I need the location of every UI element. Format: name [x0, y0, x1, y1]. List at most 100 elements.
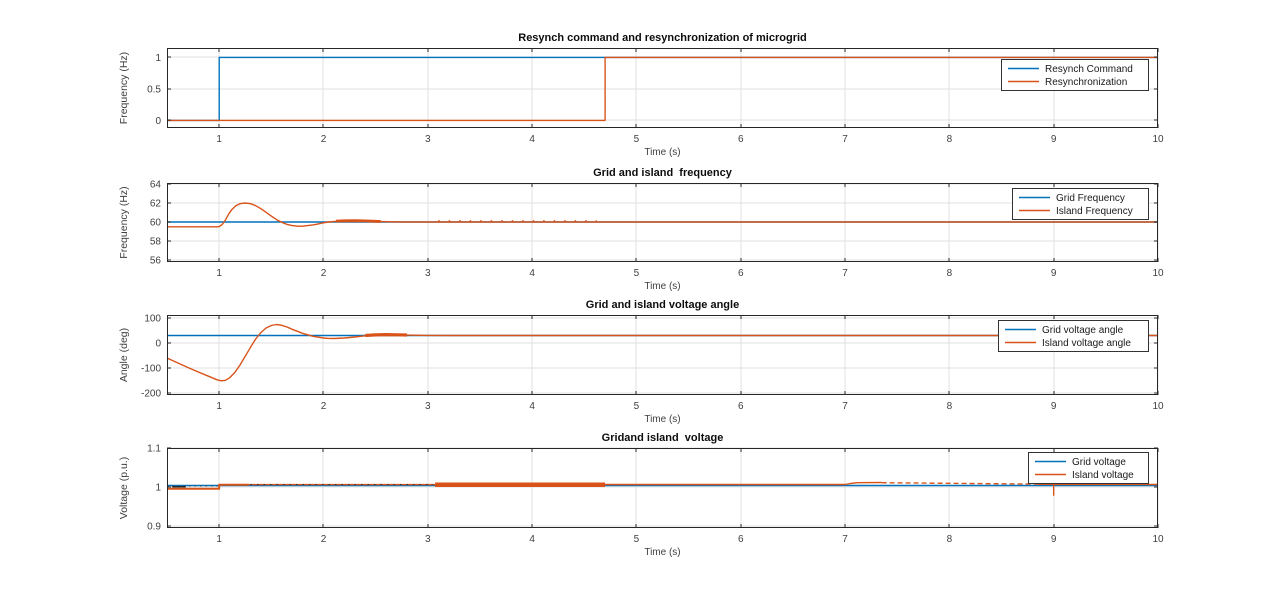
y-tick-label: 1	[155, 483, 161, 494]
x-tick-label: 5	[634, 534, 640, 545]
y-tick-label: 1.1	[147, 444, 161, 455]
legend-entry-label: Grid voltage	[1072, 457, 1126, 468]
series-island-voltage-angle	[166, 323, 1158, 382]
x-tick-label: 8	[947, 134, 953, 145]
series-line	[167, 202, 337, 228]
y-tick-label: 56	[150, 256, 162, 267]
series-line	[365, 333, 407, 338]
x-tick-label: 10	[1152, 534, 1164, 545]
legend-entry-label: Grid Frequency	[1056, 193, 1125, 204]
x-tick-label: 3	[425, 134, 431, 145]
x-tick-label: 4	[529, 134, 535, 145]
legend-box	[1028, 452, 1149, 484]
legend-box	[1012, 188, 1149, 220]
y-tick-label: 1	[155, 53, 161, 64]
x-tick-label: 5	[634, 134, 640, 145]
x-tick-label: 1	[216, 268, 222, 279]
x-tick-label: 9	[1051, 268, 1057, 279]
series-line	[335, 219, 381, 223]
chart-title: Resynch command and resynchronization of…	[518, 32, 807, 44]
legend-box	[998, 320, 1149, 352]
x-tick-label: 1	[216, 134, 222, 145]
series-line	[605, 481, 882, 486]
x-tick-label: 2	[321, 134, 327, 145]
x-tick-label: 10	[1152, 134, 1164, 145]
x-tick-label: 9	[1051, 134, 1057, 145]
series-line	[881, 482, 1039, 485]
legend: Grid voltage Island voltage	[1028, 452, 1149, 484]
chart-title: Grid and island voltage angle	[586, 299, 739, 311]
series-line	[166, 323, 366, 382]
y-tick-label: 62	[150, 198, 162, 209]
y-tick-label: 58	[150, 237, 162, 248]
legend-entry-label: Grid voltage angle	[1042, 325, 1124, 336]
series-line	[1038, 483, 1159, 496]
chart-title: Gridand island voltage	[602, 432, 724, 444]
x-tick-label: 7	[842, 268, 848, 279]
x-tick-label: 4	[529, 401, 535, 412]
x-tick-label: 6	[738, 401, 744, 412]
legend: Grid Frequency Island Frequency	[1012, 188, 1149, 220]
x-tick-label: 7	[842, 534, 848, 545]
x-tick-label: 10	[1152, 268, 1164, 279]
legend-entry-label: Island voltage	[1072, 470, 1134, 481]
y-axis-label: Frequency (Hz)	[118, 186, 130, 258]
grid-island-voltage-angle-plot: 1 2 3 4 5 6 7 8 9 10 -200 -100 0 100 Grid and island v…	[118, 299, 1164, 425]
x-tick-label: 7	[842, 401, 848, 412]
x-tick-label: 3	[425, 401, 431, 412]
x-tick-label: 3	[425, 268, 431, 279]
legend-box	[1001, 59, 1149, 91]
x-tick-label: 1	[216, 401, 222, 412]
x-tick-label: 2	[321, 268, 327, 279]
axes-box	[167, 448, 1158, 528]
y-axis-label: Frequency (Hz)	[118, 52, 130, 124]
series-grid-voltage	[167, 484, 1158, 488]
chart-title: Grid and island frequency	[593, 167, 733, 179]
x-axis-label: Time (s)	[644, 547, 680, 558]
legend: Grid voltage angle Island voltage angle	[998, 320, 1149, 352]
x-tick-label: 9	[1051, 401, 1057, 412]
series-line	[167, 483, 249, 490]
legend-entry-label: Resynch Command	[1045, 64, 1133, 75]
y-tick-label: 0.5	[147, 84, 161, 95]
x-axis-label: Time (s)	[644, 414, 680, 425]
x-tick-label: 6	[738, 534, 744, 545]
y-tick-label: 60	[150, 218, 162, 229]
axes-box	[167, 315, 1158, 395]
x-tick-label: 9	[1051, 534, 1057, 545]
y-tick-label: 100	[144, 314, 161, 325]
x-tick-label: 4	[529, 268, 535, 279]
y-axis-label: Angle (deg)	[118, 328, 130, 382]
x-tick-label: 8	[947, 534, 953, 545]
legend-entry-label: Resynchronization	[1045, 77, 1127, 88]
series-island-frequency	[167, 202, 1158, 228]
x-tick-label: 10	[1152, 401, 1164, 412]
x-axis-label: Time (s)	[644, 147, 680, 158]
y-tick-label: -100	[141, 364, 161, 375]
x-axis-label: Time (s)	[644, 281, 680, 292]
x-tick-label: 4	[529, 534, 535, 545]
x-tick-label: 6	[738, 134, 744, 145]
x-tick-label: 1	[216, 534, 222, 545]
series-line	[167, 56, 1158, 122]
legend-entry-label: Island Frequency	[1056, 206, 1133, 217]
series-island-voltage	[167, 481, 1159, 496]
x-tick-label: 6	[738, 268, 744, 279]
y-tick-label: 0.9	[147, 522, 161, 533]
x-tick-label: 5	[634, 268, 640, 279]
x-tick-label: 8	[947, 401, 953, 412]
x-tick-label: 7	[842, 134, 848, 145]
axes-box	[167, 48, 1158, 128]
grid-island-voltage-plot: 1 2 3 4 5 6 7 8 9 10 0.9 1 1.1 Gridand island voltage…	[118, 432, 1164, 558]
resynch-command-plot: 1 2 3 4 5 6 7 8 9 10 0 0.5 1 Resynch command and resy…	[118, 32, 1164, 158]
y-axis-label: Voltage (p.u.)	[118, 457, 130, 519]
x-tick-label: 5	[634, 401, 640, 412]
y-tick-label: 0	[155, 339, 161, 350]
x-tick-label: 8	[947, 268, 953, 279]
x-tick-label: 2	[321, 401, 327, 412]
legend: Resynch Command Resynchronization	[1001, 59, 1149, 91]
x-tick-label: 3	[425, 534, 431, 545]
